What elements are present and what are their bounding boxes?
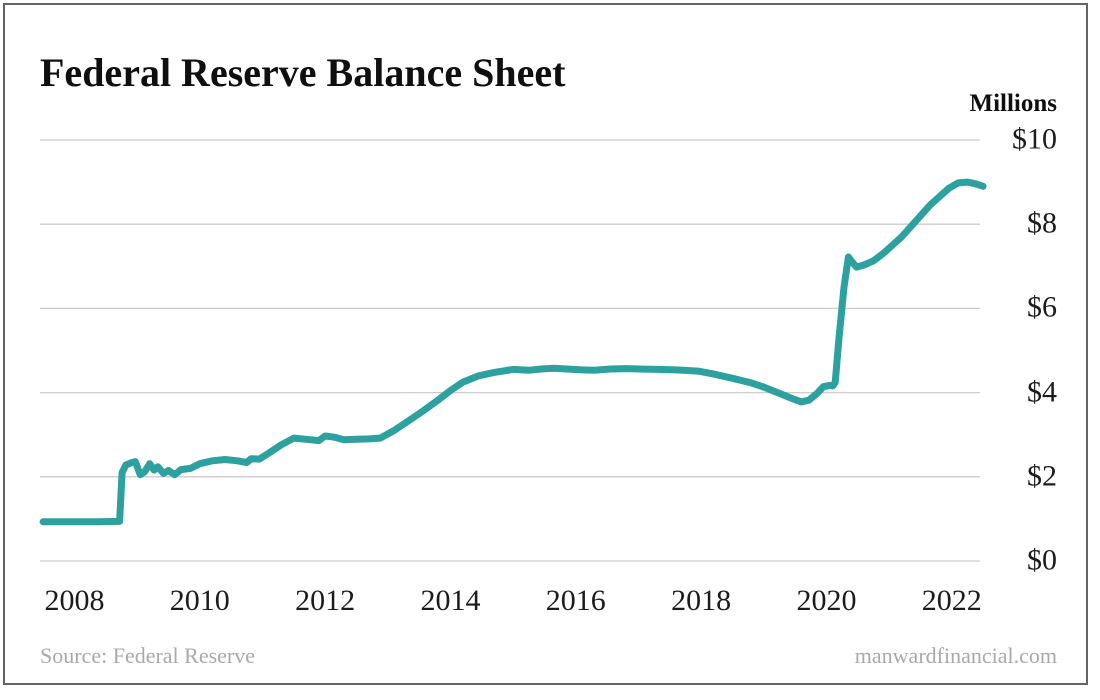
y-axis-units-label: Millions <box>969 90 1057 117</box>
x-tick-label-2018: 2018 <box>671 584 732 617</box>
y-tick-label-0: $0 <box>1027 543 1057 577</box>
x-tick-label-2020: 2020 <box>796 584 857 617</box>
x-tick-label-2014: 2014 <box>420 584 481 617</box>
source-credit: Source: Federal Reserve <box>40 643 256 668</box>
y-tick-label-10: $10 <box>1012 122 1057 156</box>
x-tick-label-2022: 2022 <box>921 584 982 617</box>
y-tick-label-6: $6 <box>1027 290 1057 324</box>
y-tick-label-2: $2 <box>1027 459 1057 493</box>
website-credit: manwardfinancial.com <box>854 643 1057 668</box>
x-tick-label-2010: 2010 <box>169 584 230 617</box>
y-tick-label-8: $8 <box>1027 206 1057 240</box>
chart-title: Federal Reserve Balance Sheet <box>40 50 566 95</box>
x-tick-label-2016: 2016 <box>545 584 606 617</box>
chart-frame-border <box>3 3 1088 685</box>
x-tick-label-2008: 2008 <box>44 584 105 617</box>
y-tick-label-4: $4 <box>1027 374 1057 408</box>
data-line <box>39 178 987 526</box>
x-tick-label-2012: 2012 <box>295 584 356 617</box>
